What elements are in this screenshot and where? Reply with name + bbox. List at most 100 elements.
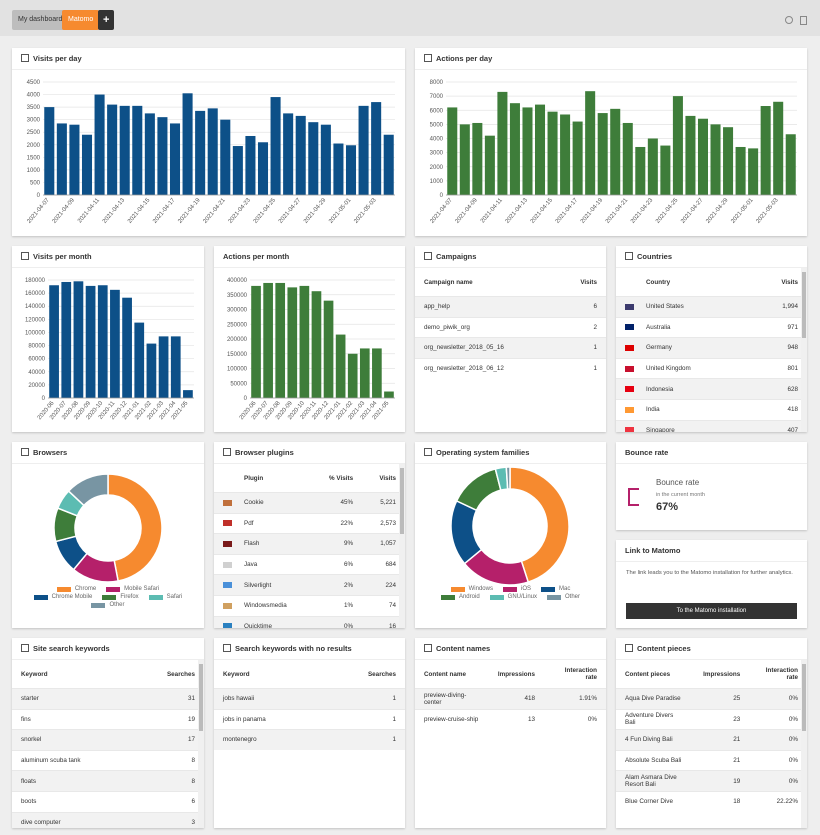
widget-body: Content pieces Impressions Interaction rat… — [616, 660, 807, 828]
widget-title: Content pieces — [637, 644, 691, 653]
legend-swatch — [440, 594, 455, 600]
widget-title: Content names — [436, 644, 491, 653]
legend-label: Windows — [468, 586, 493, 592]
table-cell: Flash — [235, 533, 311, 555]
bar — [710, 124, 721, 195]
table-cell: Germany — [637, 337, 747, 359]
legend-item: Chrome Mobile — [33, 594, 93, 600]
row-icon — [625, 406, 634, 413]
table-cell: 418 — [488, 688, 544, 710]
widget-header: Visits per day — [12, 48, 405, 70]
y-tick-label: 7000 — [430, 94, 444, 100]
bar — [320, 124, 331, 195]
settings-icon[interactable] — [785, 16, 793, 24]
table-row: jobs hawaii 1 — [214, 688, 405, 710]
icon-cell — [616, 419, 637, 432]
column-header: Country — [646, 278, 671, 286]
table-cell: 0% — [749, 770, 807, 792]
table-cell: aluminum scuba tank — [12, 749, 133, 771]
x-tick-label: 2021-04-29 — [303, 197, 328, 225]
table-row: org_newsletter_2018_05_16 1 — [415, 337, 606, 359]
legend-item: Windows — [450, 586, 493, 592]
widget: Content names Content name Impressions Inte… — [415, 638, 606, 828]
legend-item: Other — [547, 594, 580, 600]
header-row: Content pieces Impressions Interaction rat… — [616, 660, 807, 689]
bar — [647, 138, 658, 195]
widget: Link to Matomo The link leads you to the … — [616, 540, 807, 628]
y-tick-label: 2500 — [27, 130, 41, 136]
row-icon — [223, 499, 232, 506]
y-tick-label: 5000 — [430, 122, 444, 128]
table-cell: 1 — [322, 708, 405, 730]
table-cell: app_help — [415, 296, 556, 318]
export-icon — [424, 54, 432, 62]
legend-item: iOS — [502, 586, 531, 592]
legend-label: Chrome Mobile — [51, 594, 93, 600]
legend-label: iOS — [520, 586, 531, 592]
bar — [207, 108, 218, 195]
data-table: Content name Impressions Interaction rate p… — [415, 660, 606, 730]
table-cell: Australia — [637, 316, 747, 338]
table-cell: 18 — [694, 790, 750, 812]
legend-item: Android — [440, 594, 480, 600]
bar — [85, 285, 96, 398]
table-row: Windowsmedia 1% 74 — [214, 594, 405, 617]
x-tick-label: 2021-04-23 — [630, 197, 655, 225]
table-cell: floats — [12, 770, 133, 792]
table-cell: 6 — [556, 296, 606, 318]
x-tick-label: 2021-04-19 — [580, 197, 605, 225]
y-tick-label: 0 — [37, 193, 41, 199]
bar — [232, 146, 243, 195]
column-header: Visits — [781, 278, 798, 286]
table-cell: 6 — [132, 790, 204, 813]
widget: Visits per day 0 500 1000 1500 2000 2500 3000 35… — [12, 48, 405, 236]
scrollbar — [198, 660, 204, 828]
y-tick-label: 120000 — [25, 317, 46, 323]
legend-label: Firefox — [120, 594, 139, 600]
table-cell: 8 — [132, 749, 204, 771]
donut-slice — [67, 473, 109, 507]
table-cell: org_newsletter_2018_05_16 — [415, 337, 556, 359]
legend-label: Other — [565, 594, 581, 600]
icon-cell — [214, 615, 235, 628]
y-tick-label: 20000 — [28, 383, 45, 389]
legend-item: GNU/Linux — [489, 594, 537, 600]
donut-slice — [509, 466, 570, 584]
table-cell: 5,221 — [362, 492, 405, 514]
bar — [384, 391, 394, 398]
table-cell: 0% — [749, 729, 807, 751]
widget-body: Keyword Searches starter 31 fins 19 snorkel 17 a… — [12, 660, 204, 828]
export-icon — [223, 448, 231, 456]
y-tick-label: 40000 — [28, 370, 45, 376]
bar — [785, 134, 796, 195]
table-cell: 224 — [362, 574, 405, 596]
icon-cell — [214, 492, 235, 514]
bar — [308, 122, 319, 195]
link-button[interactable]: To the Matomo installation — [626, 603, 797, 619]
delete-icon[interactable] — [800, 16, 807, 25]
table-row: preview-diving-center 418 1.91% — [415, 688, 606, 710]
bar-chart: 0 1000 2000 3000 4000 5000 6000 7000 8000 2021-04… — [429, 80, 797, 225]
bar — [49, 285, 59, 398]
add-button[interactable]: + — [98, 10, 115, 30]
legend-item: Other — [91, 602, 125, 608]
row-icon — [223, 623, 232, 628]
table-cell: Singapore — [637, 419, 747, 432]
widget-header: Operating system families — [415, 442, 606, 464]
header-row: Content name Impressions Interaction rate — [415, 660, 606, 689]
table-cell: preview-diving-center — [415, 688, 489, 710]
y-tick-label: 3000 — [430, 151, 444, 157]
legend-swatch — [56, 586, 71, 592]
bar — [672, 96, 683, 195]
bar — [622, 122, 633, 195]
bar — [220, 119, 231, 195]
tab[interactable]: My dashboard — [12, 10, 69, 30]
tab-active[interactable]: Matomo — [62, 10, 100, 30]
widget: Browsers Chrome Mobile Safari Chrome Mobile… — [12, 442, 204, 628]
widget-body: Campaign name Visits app_help 6 demo_piwik_o… — [415, 268, 606, 432]
table-cell: 21 — [694, 729, 750, 751]
widget-header: Campaigns — [415, 246, 606, 268]
x-tick-label: 2021-05-03 — [755, 197, 780, 225]
bar — [56, 123, 67, 195]
table-cell: 1 — [322, 688, 405, 710]
